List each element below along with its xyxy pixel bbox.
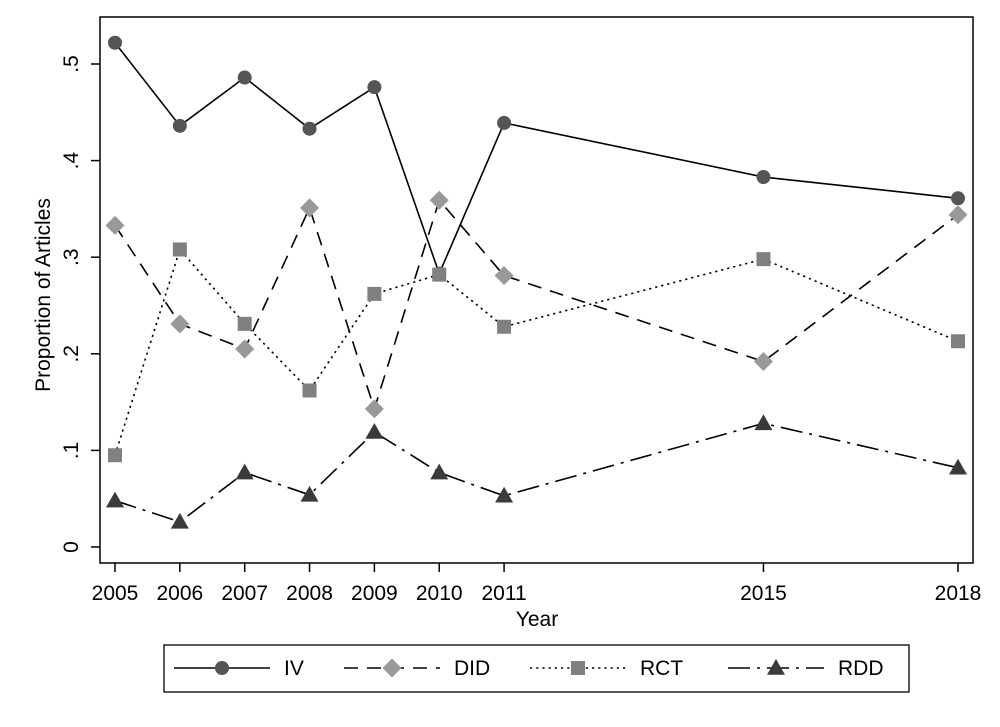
series-rct [108,242,965,463]
data-point-rdd [235,463,254,480]
data-point-rct [172,242,187,257]
y-tick-label: .1 [60,442,83,460]
x-axis: 2005 2006 2007 2008 2009 2010 2011 2015 2018 [92,563,982,605]
y-tick-label: .3 [60,248,83,266]
legend-label-did: DID [454,657,490,680]
legend-item-rct: RCT [530,657,683,680]
data-point-did [105,215,125,235]
y-tick-label: 0 [60,541,83,553]
data-point-did [300,198,320,218]
x-tick-label: 2008 [286,582,333,605]
legend-item-did: DID [344,657,490,680]
x-tick-label: 2007 [221,582,268,605]
legend-label-rct: RCT [640,657,683,680]
legend-marker-did [382,658,402,678]
data-point-rdd [300,485,319,502]
data-point-rct [432,267,447,282]
x-tick-label: 2010 [416,582,463,605]
data-point-iv [756,170,771,185]
series-line-rdd [114,422,959,523]
x-tick-label: 2005 [92,582,139,605]
data-point-rct [756,252,771,267]
x-tick-label: 2006 [156,582,203,605]
y-axis: 0 .1 .2 .3 .4 .5 [60,55,100,553]
data-point-rdd [754,414,773,431]
y-tick-label: .5 [60,55,83,73]
legend-label-iv: IV [284,657,304,680]
legend: IV DID RCT RDD [174,657,884,680]
data-point-iv [951,191,965,206]
data-point-did [364,399,384,419]
plot-frame [99,16,974,564]
x-tick-label: 2009 [351,582,398,605]
legend-item-rdd: RDD [728,657,884,680]
data-point-rdd [106,491,124,508]
x-tick-label: 2018 [935,582,982,605]
data-point-iv [108,35,122,50]
y-tick-label: .2 [60,345,83,363]
data-point-rct [367,286,382,301]
series-layer [105,35,968,529]
data-point-rct [237,316,252,331]
legend-marker-rdd [767,659,785,675]
data-point-rdd [949,458,967,475]
data-point-rct [497,319,512,334]
data-point-did [948,205,968,225]
data-point-rdd [170,512,189,529]
data-point-iv [237,70,252,85]
x-tick-label: 2011 [481,582,526,605]
series-line-rct [114,247,959,456]
y-tick-label: .4 [60,152,83,170]
data-point-iv [302,121,317,136]
data-point-rdd [495,486,514,503]
data-point-iv [497,115,512,130]
data-point-rct [302,383,317,398]
legend-marker-iv [215,661,229,675]
data-point-did [494,266,514,286]
data-point-did [753,352,773,372]
series-rdd [106,414,967,529]
legend-item-iv: IV [174,657,304,680]
data-point-did [235,339,255,359]
series-did [105,190,968,419]
y-axis-title: Proportion of Articles [32,198,55,392]
data-point-rdd [365,423,384,439]
data-point-iv [367,80,382,95]
data-point-did [170,314,190,334]
data-point-rct [951,334,965,349]
data-point-rct [108,448,122,463]
legend-marker-rct [571,661,585,675]
legend-label-rdd: RDD [838,657,884,680]
x-axis-title: Year [516,608,558,631]
data-point-did [429,190,449,210]
data-point-rdd [430,463,449,480]
data-point-iv [172,118,187,133]
x-tick-label: 2015 [740,582,787,605]
